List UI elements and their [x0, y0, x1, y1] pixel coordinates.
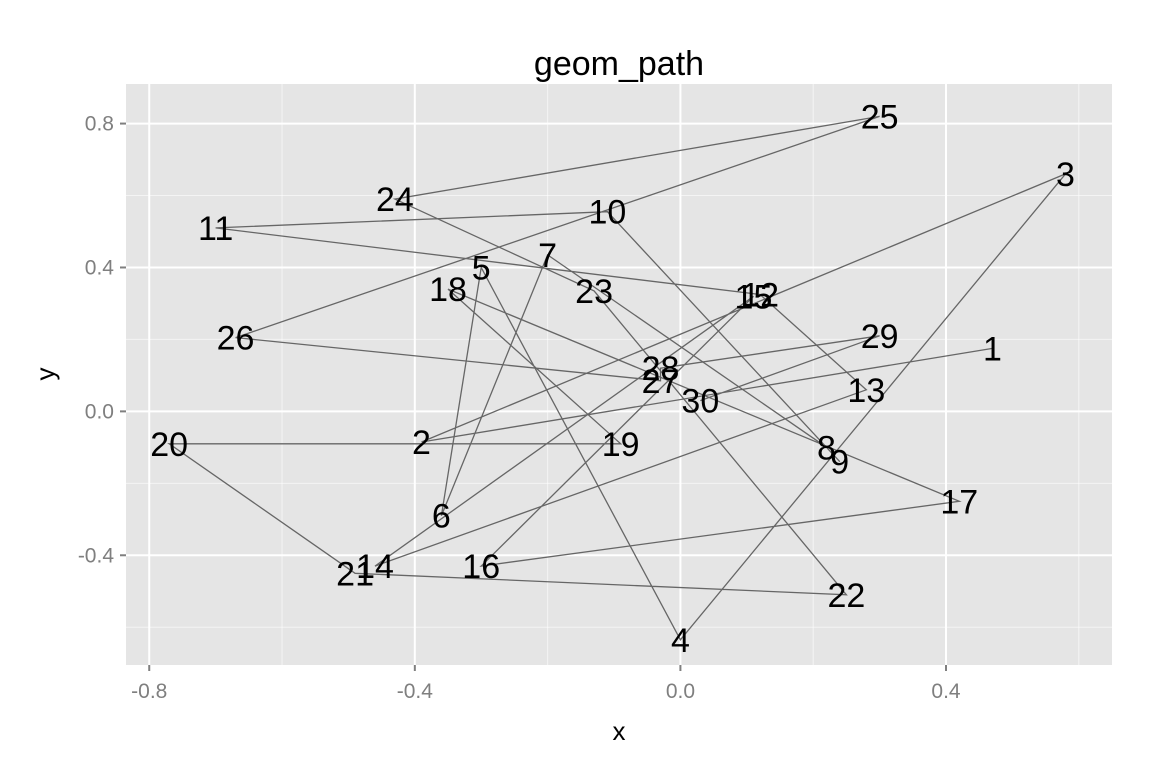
point-label: 23	[575, 273, 613, 311]
series-path	[167, 115, 1067, 641]
point-label: 21	[336, 555, 374, 593]
path-layer	[167, 115, 1067, 641]
point-label: 30	[681, 383, 719, 421]
point-label: 18	[429, 271, 467, 309]
y-tick-label: 0.4	[85, 256, 115, 279]
point-label: 1	[983, 330, 1002, 368]
plot-panel	[126, 84, 1112, 665]
point-label: 8	[817, 429, 836, 467]
point-label: 24	[376, 181, 414, 219]
point-label: 4	[671, 622, 690, 660]
major-grid	[126, 84, 1112, 665]
point-label: 3	[1056, 156, 1075, 194]
point-label: 14	[356, 548, 394, 586]
point-label: 28	[642, 350, 680, 388]
x-axis-title: x	[613, 716, 626, 746]
point-label: 26	[217, 320, 255, 358]
point-label: 17	[940, 483, 978, 521]
point-label: 7	[538, 237, 557, 275]
point-label: 15	[735, 278, 773, 316]
point-label: 12	[741, 276, 779, 314]
point-label: 22	[827, 577, 865, 615]
y-tick-label: 0.8	[85, 113, 114, 136]
point-label: 5	[472, 249, 491, 287]
point-label: 10	[588, 194, 626, 232]
point-label: 19	[602, 426, 640, 464]
y-tick-label: 0.0	[85, 400, 114, 423]
point-label: 9	[830, 444, 849, 482]
x-tick-label: 0.0	[666, 680, 695, 703]
y-tick-label: -0.4	[78, 544, 115, 567]
point-label: 29	[861, 318, 899, 356]
y-axis: -0.4 0.0 0.4 0.8	[78, 113, 126, 567]
point-label: 20	[150, 426, 188, 464]
point-label: 13	[847, 372, 885, 410]
x-tick-label: 0.4	[931, 680, 961, 703]
y-axis-title: y	[30, 368, 60, 381]
point-label: 2	[412, 424, 431, 462]
x-axis: -0.8 -0.4 0.0 0.4	[131, 665, 961, 703]
point-label: 6	[432, 498, 451, 536]
point-labels: 1234567891011121314151617181920212223242…	[150, 98, 1075, 659]
point-label: 16	[462, 548, 500, 586]
point-label: 25	[861, 98, 899, 136]
point-label: 11	[198, 210, 233, 248]
minor-grid	[126, 84, 1112, 665]
x-tick-label: -0.4	[397, 680, 434, 703]
chart-title: geom_path	[534, 45, 704, 83]
x-tick-label: -0.8	[131, 680, 167, 703]
point-label: 27	[642, 363, 680, 401]
